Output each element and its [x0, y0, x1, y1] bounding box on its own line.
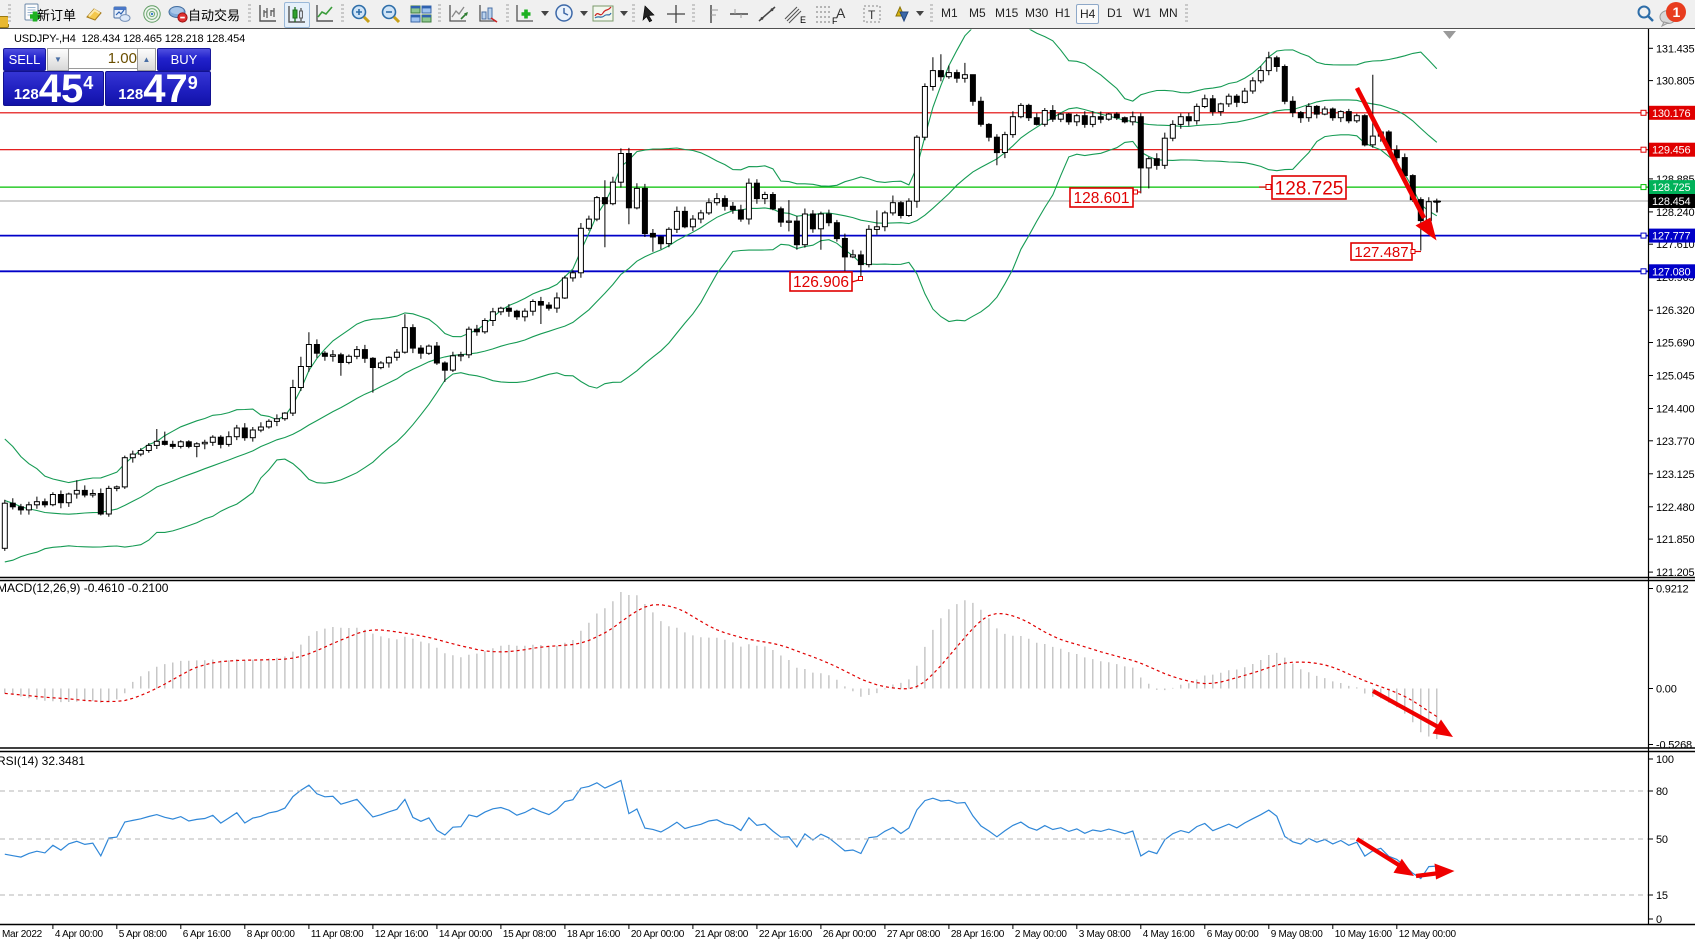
- svg-text:20 Apr 00:00: 20 Apr 00:00: [631, 929, 685, 940]
- svg-text:2 May 00:00: 2 May 00:00: [1015, 929, 1067, 940]
- svg-text:E: E: [800, 15, 806, 25]
- svg-text:128.725: 128.725: [1652, 182, 1690, 194]
- svg-text:121.205: 121.205: [1656, 567, 1694, 579]
- svg-text:128.601: 128.601: [1073, 190, 1129, 207]
- svg-text:126.320: 126.320: [1656, 305, 1694, 317]
- svg-text:10 May 16:00: 10 May 16:00: [1335, 929, 1393, 940]
- svg-text:3 May 08:00: 3 May 08:00: [1079, 929, 1131, 940]
- svg-text:RSI(14) 32.3481: RSI(14) 32.3481: [0, 754, 85, 768]
- svg-text:123.125: 123.125: [1656, 469, 1694, 481]
- svg-text:5 Apr 08:00: 5 Apr 08:00: [119, 929, 168, 940]
- svg-text:Mar 2022: Mar 2022: [2, 929, 43, 940]
- svg-text:15: 15: [1656, 890, 1668, 902]
- svg-text:122.480: 122.480: [1656, 502, 1694, 514]
- svg-text:22 Apr 16:00: 22 Apr 16:00: [759, 929, 813, 940]
- svg-text:8 Apr 00:00: 8 Apr 00:00: [247, 929, 296, 940]
- svg-text:14 Apr 00:00: 14 Apr 00:00: [439, 929, 493, 940]
- svg-text:27 Apr 08:00: 27 Apr 08:00: [887, 929, 941, 940]
- svg-text:131.435: 131.435: [1656, 43, 1694, 55]
- svg-text:121.850: 121.850: [1656, 534, 1694, 546]
- svg-text:130.176: 130.176: [1652, 108, 1690, 120]
- svg-text:0: 0: [1656, 914, 1662, 926]
- svg-text:130.805: 130.805: [1656, 76, 1694, 88]
- svg-text:T: T: [868, 8, 876, 22]
- svg-text:1: 1: [1673, 4, 1681, 20]
- svg-text:124.400: 124.400: [1656, 404, 1694, 416]
- svg-text:127.080: 127.080: [1652, 266, 1690, 278]
- svg-text:129.456: 129.456: [1652, 145, 1690, 157]
- svg-text:21 Apr 08:00: 21 Apr 08:00: [695, 929, 749, 940]
- svg-text:18 Apr 16:00: 18 Apr 16:00: [567, 929, 621, 940]
- svg-text:0.9212: 0.9212: [1656, 584, 1689, 596]
- svg-text:-0.5268: -0.5268: [1656, 740, 1692, 752]
- svg-text:28 Apr 16:00: 28 Apr 16:00: [951, 929, 1005, 940]
- svg-text:6 Apr 16:00: 6 Apr 16:00: [183, 929, 232, 940]
- svg-text:127.777: 127.777: [1652, 231, 1690, 243]
- svg-text:26 Apr 00:00: 26 Apr 00:00: [823, 929, 877, 940]
- svg-text:125.690: 125.690: [1656, 338, 1694, 350]
- svg-text:6 May 00:00: 6 May 00:00: [1207, 929, 1259, 940]
- svg-text:12 May 00:00: 12 May 00:00: [1399, 929, 1457, 940]
- svg-text:MACD(12,26,9) -0.4610 -0.2100: MACD(12,26,9) -0.4610 -0.2100: [0, 581, 169, 595]
- svg-text:80: 80: [1656, 786, 1668, 798]
- svg-text:4 May 16:00: 4 May 16:00: [1143, 929, 1195, 940]
- svg-text:128.454: 128.454: [1652, 196, 1690, 208]
- svg-text:F: F: [832, 16, 838, 25]
- svg-text:15 Apr 08:00: 15 Apr 08:00: [503, 929, 557, 940]
- svg-text:128.725: 128.725: [1275, 178, 1344, 199]
- svg-text:9 May 08:00: 9 May 08:00: [1271, 929, 1323, 940]
- svg-text:11 Apr 08:00: 11 Apr 08:00: [311, 929, 364, 940]
- svg-text:0.00: 0.00: [1656, 684, 1677, 696]
- svg-text:100: 100: [1656, 754, 1674, 766]
- svg-text:127.487: 127.487: [1354, 244, 1408, 261]
- svg-text:50: 50: [1656, 834, 1668, 846]
- svg-text:123.770: 123.770: [1656, 436, 1694, 448]
- svg-text:4 Apr 00:00: 4 Apr 00:00: [55, 929, 104, 940]
- svg-text:12 Apr 16:00: 12 Apr 16:00: [375, 929, 429, 940]
- svg-text:128.240: 128.240: [1656, 207, 1694, 219]
- svg-text:126.906: 126.906: [793, 274, 849, 291]
- svg-text:125.045: 125.045: [1656, 371, 1694, 383]
